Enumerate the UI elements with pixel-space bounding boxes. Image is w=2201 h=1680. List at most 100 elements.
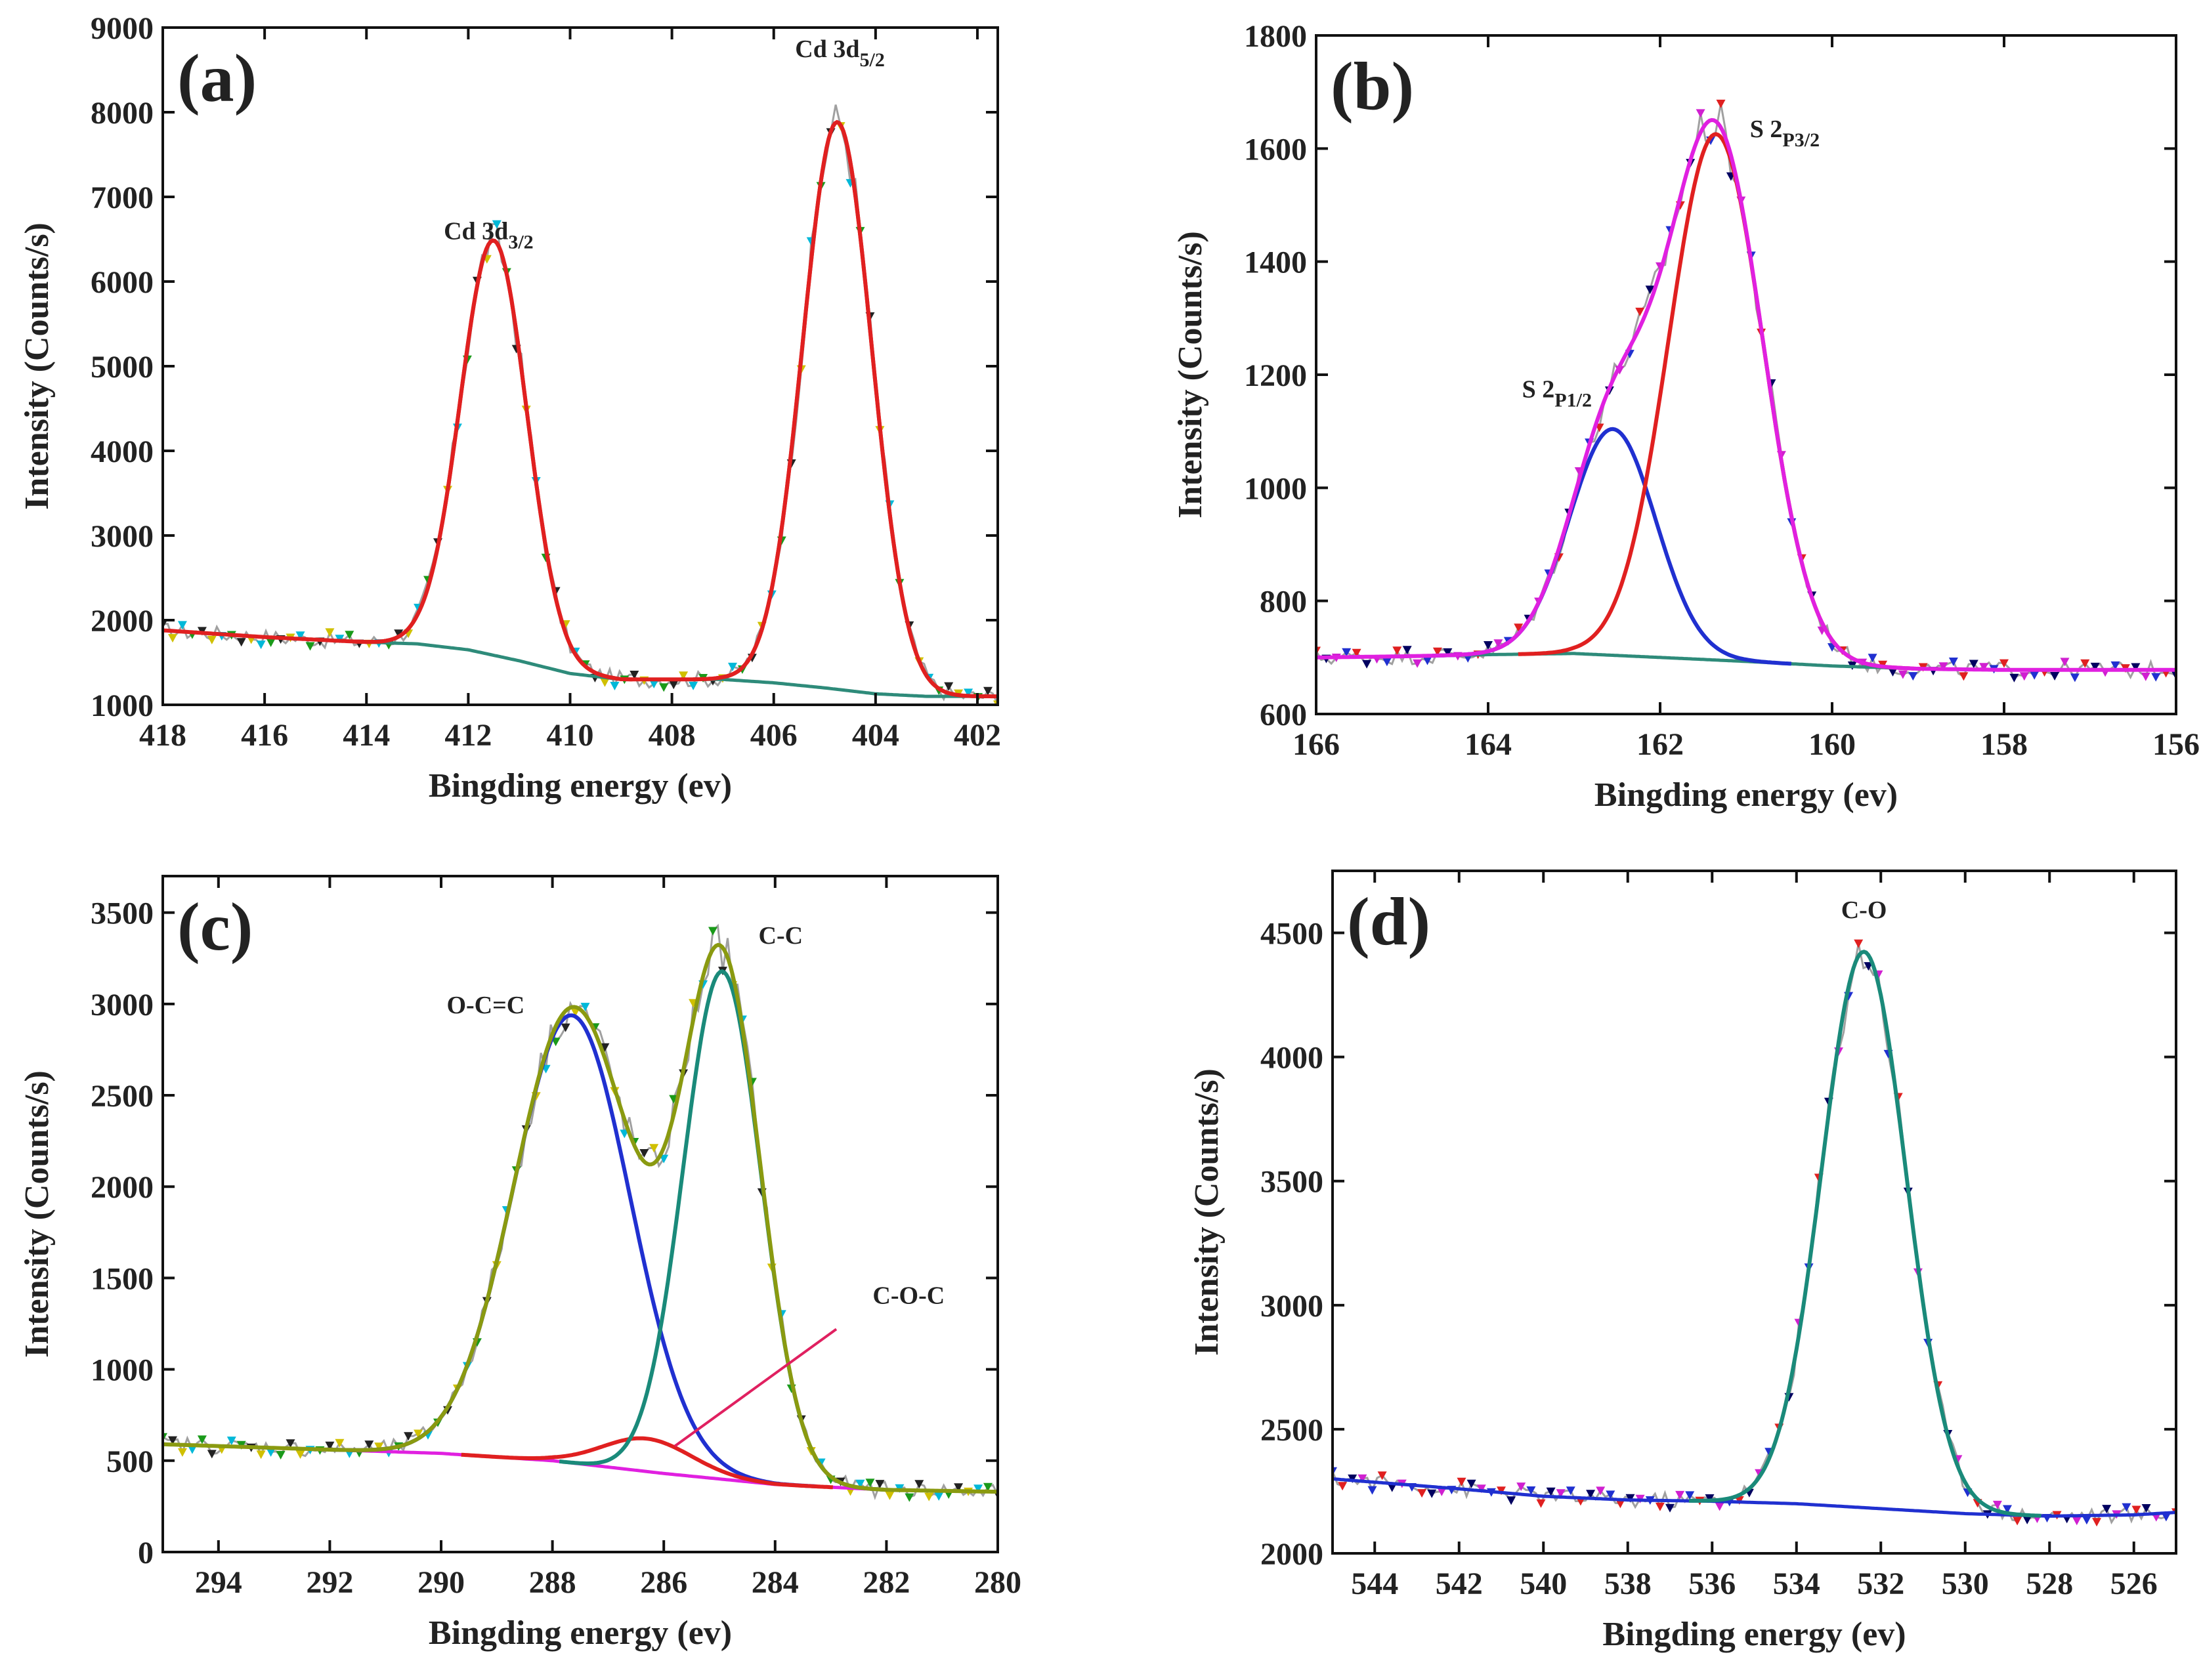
data-point-marker — [1437, 1487, 1447, 1496]
data-point-marker — [708, 927, 717, 936]
data-point-marker — [1888, 667, 1898, 677]
data-point-marker — [973, 1484, 983, 1494]
y-tick-label: 3000 — [1260, 1289, 1323, 1324]
data-point-marker — [305, 642, 315, 651]
data-point-marker — [2003, 1505, 2012, 1514]
peak-label-main: Cd 3d — [444, 218, 508, 245]
data-point-marker — [1536, 1499, 1546, 1508]
data-point-marker — [1493, 639, 1503, 648]
y-tick-label: 3000 — [91, 988, 154, 1022]
x-tick-label: 410 — [546, 718, 593, 753]
data-point-marker — [1992, 1500, 2002, 1509]
peak-label-main: C-C — [759, 922, 803, 950]
data-point-marker — [1443, 648, 1453, 657]
data-point-marker — [1675, 1490, 1685, 1500]
x-tick-label: 408 — [649, 718, 696, 753]
data-point-marker — [639, 1149, 649, 1158]
y-tick-label: 2500 — [91, 1079, 154, 1114]
data-point-marker — [2102, 1505, 2112, 1514]
x-tick-label: 418 — [139, 718, 186, 753]
x-tick-label: 542 — [1436, 1566, 1483, 1601]
data-point-marker — [2141, 1504, 2151, 1513]
peak-label-s-2p3-2: S 2P3/2 — [1750, 116, 1820, 151]
data-point-marker — [364, 1440, 374, 1450]
plot-area — [163, 923, 998, 1502]
plot-area — [1333, 939, 2176, 1527]
peak-label-c-c: C-C — [759, 922, 803, 950]
x-tick-label: 538 — [1604, 1566, 1652, 1601]
data-point-marker — [2013, 1517, 2022, 1526]
y-tick-label: 800 — [1260, 585, 1307, 620]
data-point-marker — [600, 678, 610, 687]
data-point-marker — [1432, 647, 1442, 656]
data-point-marker — [1546, 1487, 1556, 1496]
data-point-marker — [1948, 658, 1958, 666]
data-point-marker — [600, 1043, 610, 1052]
panel-c: 294 292 290 288 286 284 282 280 0 500 1000 1500 2000… — [18, 875, 1021, 1652]
data-point-marker — [855, 1479, 865, 1488]
envelope-fit-line — [163, 942, 998, 1494]
data-point-marker — [1979, 663, 1989, 672]
y-axis-label: Intensity (Counts/s) — [1188, 1068, 1226, 1356]
data-point-marker — [295, 1450, 305, 1459]
data-point-marker — [325, 1441, 335, 1450]
data-point-marker — [207, 635, 217, 644]
x-axis-label: Bingding energy (ev) — [1602, 1616, 1906, 1653]
peak-fit-cd-3d3-2 — [354, 238, 633, 682]
data-point-marker — [414, 1429, 423, 1438]
plot-area — [1316, 99, 2176, 682]
x-tick-label: 284 — [752, 1565, 799, 1600]
data-point-marker — [905, 1493, 914, 1502]
peak-label-subscript: 3/2 — [508, 232, 533, 253]
data-point-marker — [934, 1492, 944, 1501]
data-point-marker — [1898, 670, 1908, 679]
data-point-marker — [2022, 1515, 2032, 1524]
x-tick-label: 528 — [2026, 1566, 2073, 1601]
data-point-marker — [1342, 648, 1352, 657]
y-tick-label: 1400 — [1244, 245, 1307, 280]
data-point-marker — [1352, 648, 1361, 658]
data-point-marker — [404, 1432, 414, 1441]
data-point-marker — [226, 1437, 236, 1446]
peak-label-main: C-O — [1841, 896, 1887, 924]
y-axis-label: Intensity (Counts/s) — [18, 222, 56, 510]
x-tick-label: 530 — [1942, 1566, 1989, 1601]
plot-area — [163, 104, 998, 705]
y-tick-label: 4000 — [91, 434, 154, 469]
x-tick-label: 526 — [2110, 1566, 2158, 1601]
data-point-marker — [1427, 1489, 1437, 1498]
peak-fit-c-o-c — [461, 1436, 833, 1490]
data-point-marker — [1969, 660, 1978, 669]
data-point-marker — [1514, 623, 1524, 633]
y-tick-label: 1200 — [1244, 358, 1307, 393]
x-tick-label: 156 — [2152, 727, 2200, 762]
y-tick-label: 1800 — [1244, 19, 1307, 54]
x-tick-label: 292 — [306, 1565, 353, 1600]
data-point-marker — [1476, 1484, 1486, 1494]
data-point-marker — [1999, 659, 2009, 668]
data-point-marker — [276, 1451, 286, 1460]
data-point-marker — [295, 631, 305, 640]
peak-fit-s-2p1-2 — [1432, 427, 1791, 666]
y-tick-label: 6000 — [91, 265, 154, 300]
raw-data-line — [1333, 943, 2176, 1525]
data-point-marker — [2030, 671, 2040, 680]
x-tick-label: 416 — [241, 718, 288, 753]
data-point-marker — [2110, 661, 2120, 670]
y-tick-label: 3000 — [91, 519, 154, 554]
y-tick-label: 1000 — [91, 1353, 154, 1388]
data-point-marker — [2082, 1516, 2091, 1525]
data-point-marker — [570, 1008, 580, 1017]
data-point-marker — [944, 682, 954, 691]
peak-label-cd-3d5-2: Cd 3d5/2 — [795, 35, 885, 71]
data-point-marker — [875, 1480, 885, 1489]
x-tick-label: 536 — [1688, 1566, 1736, 1601]
x-tick-label: 282 — [863, 1565, 910, 1600]
peak-label-o-c-c: O-C=C — [446, 992, 524, 1019]
data-point-marker — [1413, 659, 1422, 668]
data-point-marker — [1854, 939, 1864, 948]
data-point-marker — [1348, 1474, 1357, 1483]
data-point-marker — [394, 629, 404, 639]
data-point-marker — [630, 671, 639, 679]
data-point-marker — [1625, 1494, 1635, 1503]
